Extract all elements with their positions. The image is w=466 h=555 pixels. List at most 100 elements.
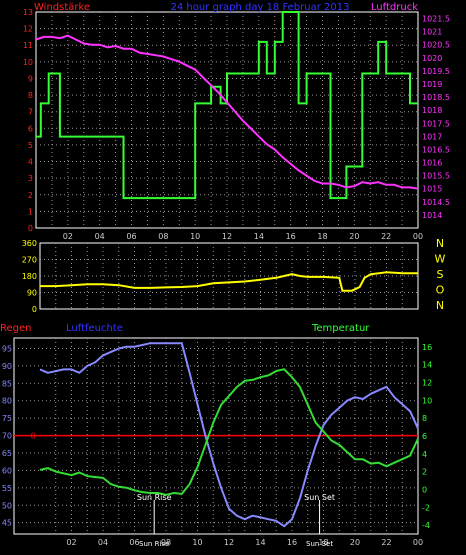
humidity-tick-label: 80 — [2, 397, 12, 406]
temperature-tick-label: 10 — [422, 396, 432, 405]
wind-speed-tick-label: 5 — [28, 141, 33, 150]
wind-speed-tick-label: 9 — [28, 74, 33, 83]
wind-speed-tick-label: 6 — [28, 124, 33, 133]
temperature-tick-label: -2 — [422, 503, 430, 512]
pressure-tick-label: 1021.5 — [422, 15, 450, 24]
sun-annotations: Sun Rise Sun Rise Sun Set Sun Set — [137, 493, 335, 548]
x-tick-label: 16 — [286, 232, 296, 241]
temperature-tick-label: 0 — [422, 485, 427, 494]
wind-direction-tick-label: 360 — [22, 239, 37, 248]
pressure-tick-label: 1015 — [422, 185, 442, 194]
pressure-tick-label: 1021 — [422, 28, 442, 37]
x-tick-label: 22 — [381, 232, 391, 241]
compass-label: N — [436, 237, 444, 250]
x-tick-label: 10 — [192, 538, 202, 547]
sun-marker-axis-label: Sun Set — [306, 540, 333, 548]
x-tick-label: 14 — [254, 232, 264, 241]
wind-direction-tick-label: 270 — [22, 256, 37, 265]
x-tick-label: 10 — [190, 232, 200, 241]
chart-title: 24 hour graph day 18 Februar 2013 — [171, 2, 350, 13]
x-tick-label: 08 — [158, 232, 168, 241]
panel-wind-pressure-grid — [36, 12, 418, 228]
panel-wind-direction-grid — [40, 243, 418, 309]
humidity-axis-label: Luftfeuchte — [66, 323, 123, 334]
humidity-tick-label: 65 — [2, 449, 12, 458]
pressure-tick-label: 1015.5 — [422, 172, 450, 181]
rain-axis: 0 — [14, 432, 418, 441]
wind-speed-tick-label: 4 — [28, 158, 33, 167]
x-tick-label: 04 — [98, 538, 108, 547]
panel-humidity-temperature-grid — [14, 338, 418, 534]
temperature-tick-label: -4 — [422, 521, 430, 530]
pressure-tick-label: 1014.5 — [422, 198, 450, 207]
temperature-tick-label: 8 — [422, 414, 427, 423]
temperature-tick-label: 14 — [422, 361, 432, 370]
wind-speed-tick-label: 8 — [28, 91, 33, 100]
x-tick-label: 18 — [317, 232, 327, 241]
x-tick-label: 04 — [95, 232, 105, 241]
x-tick-label: 02 — [66, 538, 76, 547]
humidity-tick-label: 45 — [2, 519, 12, 528]
humidity-tick-label: 60 — [2, 466, 12, 475]
sun-marker-axis-label: Sun Rise — [139, 540, 169, 548]
wind-direction-tick-label: 180 — [22, 272, 37, 281]
humidity-tick-label: 85 — [2, 379, 12, 388]
temperature-tick-label: 2 — [422, 468, 427, 477]
pressure-line — [35, 34, 419, 190]
x-tick-label: 16 — [287, 538, 297, 547]
pressure-tick-label: 1014 — [422, 211, 442, 220]
pressure-tick-labels: 1014 1014.5 1015 1015.5 1016 1016.5 1017 1017.5… — [422, 15, 450, 220]
wind-speed-tick-label: 2 — [28, 191, 33, 200]
humidity-tick-label: 55 — [2, 484, 12, 493]
humidity-tick-label: 95 — [2, 344, 12, 353]
panel-wind-pressure: Windstärke 24 hour graph day 18 Februar … — [23, 2, 450, 241]
wind-direction-tick-label: 90 — [27, 289, 37, 298]
humidity-tick-label: 90 — [2, 362, 12, 371]
sun-marker-label: Sun Set — [304, 493, 335, 502]
pressure-tick-label: 1018.5 — [422, 93, 450, 102]
rain-axis-label: Regen — [0, 323, 32, 334]
compass-label: W — [435, 253, 446, 266]
panel-wind-pressure-series — [35, 11, 419, 200]
wind-speed-tick-label: 10 — [23, 58, 33, 67]
wind-speed-line — [36, 11, 418, 200]
x-tick-label: 06 — [126, 232, 136, 241]
panel-wind-direction-series — [40, 271, 418, 292]
pressure-tick-label: 1020.5 — [422, 41, 450, 50]
pressure-tick-label: 1019.5 — [422, 67, 450, 76]
pressure-tick-label: 1020 — [422, 54, 442, 63]
pressure-tick-label: 1019 — [422, 80, 442, 89]
humidity-tick-labels: 45 50 55 60 65 70 75 80 85 90 95 — [2, 344, 12, 527]
temperature-tick-label: 6 — [422, 432, 427, 441]
wind-direction-tick-labels: 0 90 180 270 360 — [22, 239, 37, 314]
temperature-tick-label: 4 — [422, 450, 427, 459]
wind-speed-tick-label: 7 — [28, 108, 33, 117]
temperature-tick-label: 12 — [422, 379, 432, 388]
x-tick-label: 02 — [63, 232, 73, 241]
pressure-tick-label: 1016 — [422, 159, 442, 168]
humidity-tick-label: 70 — [2, 432, 12, 441]
x-tick-label: 06 — [129, 538, 139, 547]
panel-wind-pressure-x-tick-labels: 02 04 06 08 10 12 14 16 18 20 22 00 — [63, 232, 423, 241]
x-tick-label: 20 — [349, 232, 359, 241]
humidity-line — [39, 342, 419, 528]
compass-label: S — [437, 268, 444, 281]
humidity-tick-label: 50 — [2, 501, 12, 510]
panel-humidity-temperature: Regen Luftfeuchte Temperatur 45505560657… — [0, 323, 432, 548]
x-tick-label: 14 — [255, 538, 265, 547]
x-tick-label: 22 — [381, 538, 391, 547]
pressure-tick-label: 1017 — [422, 132, 442, 141]
wind-speed-tick-label: 0 — [28, 224, 33, 233]
wind-speed-tick-label: 11 — [23, 41, 33, 50]
x-tick-label: 00 — [413, 538, 423, 547]
temperature-tick-label: 16 — [422, 343, 432, 352]
x-tick-label: 20 — [350, 538, 360, 547]
x-tick-label: 08 — [161, 538, 171, 547]
sun-marker-label: Sun Rise — [137, 493, 172, 502]
